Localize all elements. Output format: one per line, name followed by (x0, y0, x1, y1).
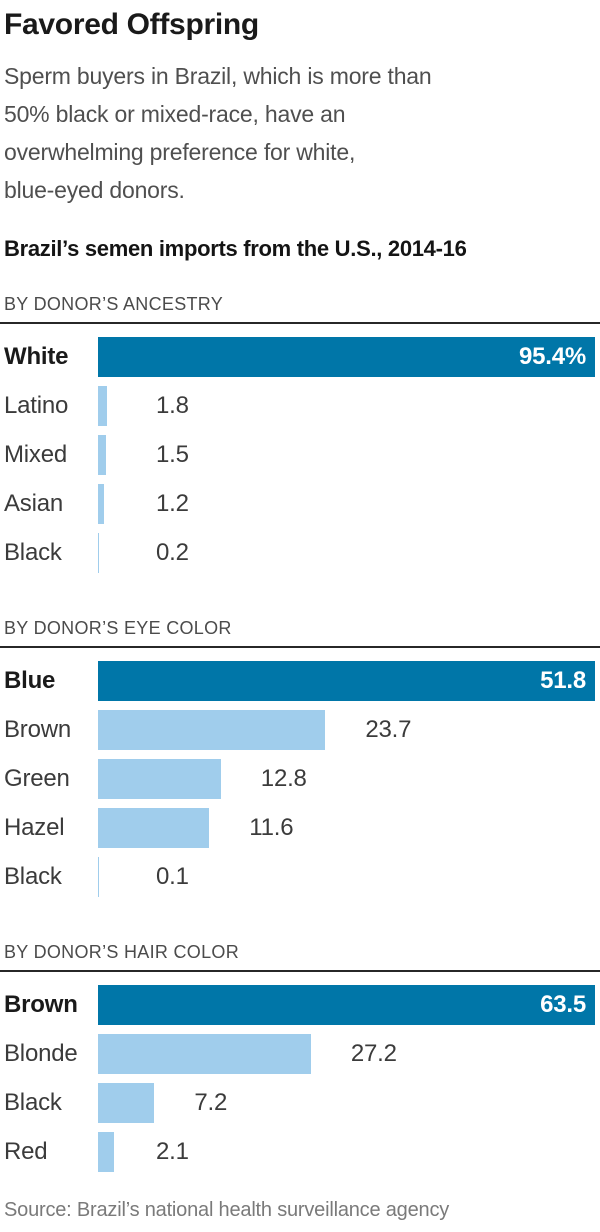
section-rule (0, 970, 600, 972)
bar-row: Black 0.1 (0, 857, 600, 897)
bar-value-label: 7.2 (194, 1089, 228, 1116)
bar-value-label: 27.2 (350, 1040, 397, 1067)
infographic: Favored Offspring Sperm buyers in Brazil… (0, 8, 600, 1232)
bar-zone: 2.1 (98, 1132, 595, 1172)
bar-category-label: Black (4, 863, 62, 890)
bar-zone: 1.8 (98, 386, 595, 426)
bar-category-label: Hazel (4, 814, 65, 841)
bar-category-label: White (4, 343, 69, 370)
bar-zone: 27.2 (98, 1034, 595, 1074)
bar-zone: 95.4% (98, 337, 595, 377)
bar-row: Brown 63.5 (0, 985, 600, 1025)
bar (98, 808, 210, 848)
bar-value-label: 12.8 (260, 765, 307, 792)
bar-row: Black 7.2 (0, 1083, 600, 1123)
bar-value-label: 1.5 (156, 441, 189, 468)
bar-value-label: 63.5 (540, 991, 586, 1018)
bar-value-label: 11.6 (249, 814, 294, 841)
bar (98, 533, 100, 573)
bar-category-label: Green (4, 765, 70, 792)
section-label: BY DONOR’S HAIR COLOR (4, 942, 240, 962)
bar-category-label: Black (4, 539, 62, 566)
bar-row: Green 12.8 (0, 759, 600, 799)
chart-section: BY DONOR’S EYE COLOR Blue 51.8 Brown 23.7 Gre… (0, 617, 600, 897)
bar-row: Red 2.1 (0, 1132, 600, 1172)
bar-zone: 63.5 (98, 985, 595, 1025)
bar-category-label: Asian (4, 490, 64, 517)
bar (98, 1083, 155, 1123)
bar (98, 857, 99, 897)
bar-zone: 7.2 (98, 1083, 595, 1123)
bar: 95.4% (98, 337, 595, 377)
bar (98, 759, 221, 799)
bar-category-label: Red (4, 1138, 48, 1165)
bar-value-label: 0.1 (156, 863, 189, 890)
bar-value-label: 1.8 (156, 392, 189, 419)
bar (98, 1034, 311, 1074)
bar-zone: 0.1 (98, 857, 595, 897)
bar-value-label: 0.2 (156, 539, 189, 566)
bar-row: Blonde 27.2 (0, 1034, 600, 1074)
bar-zone: 1.2 (98, 484, 595, 524)
description-text: Sperm buyers in Brazil, which is more th… (4, 63, 432, 203)
page-title: Favored Offspring (4, 8, 259, 41)
bar: 63.5 (98, 985, 595, 1025)
section-rule (0, 322, 600, 324)
bar-value-label: 51.8 (540, 667, 586, 694)
bar-zone: 23.7 (98, 710, 595, 750)
bar (98, 435, 106, 475)
bar-zone: 11.6 (98, 808, 595, 848)
bar-zone: 51.8 (98, 661, 595, 701)
section-rule (0, 646, 600, 648)
section-label: BY DONOR’S EYE COLOR (4, 618, 232, 638)
bar-category-label: Brown (4, 991, 78, 1018)
bar-row: Latino 1.8 (0, 386, 600, 426)
bar-row: Black 0.2 (0, 533, 600, 573)
bar-value-label: 2.1 (156, 1138, 189, 1165)
bar (98, 386, 108, 426)
bar-zone: 0.2 (98, 533, 595, 573)
bar-row: White 95.4% (0, 337, 600, 377)
bar-category-label: Mixed (4, 441, 68, 468)
chart-title: Brazil’s semen imports from the U.S., 20… (4, 236, 467, 261)
chart-section: BY DONOR’S HAIR COLOR Brown 63.5 Blonde 27.2… (0, 941, 600, 1172)
bar-category-label: Blue (4, 667, 56, 694)
bar-row: Asian 1.2 (0, 484, 600, 524)
bar (98, 710, 326, 750)
bar-row: Hazel 11.6 (0, 808, 600, 848)
bar: 51.8 (98, 661, 595, 701)
bar-category-label: Brown (4, 716, 72, 743)
bar (98, 1132, 115, 1172)
bar-zone: 1.5 (98, 435, 595, 475)
bar-chart: BY DONOR’S ANCESTRY White 95.4% Latino 1.8 Mi… (0, 293, 600, 1172)
bar-value-label: 1.2 (156, 490, 189, 517)
bar-category-label: Latino (4, 392, 69, 419)
chart-section: BY DONOR’S ANCESTRY White 95.4% Latino 1.8 Mi… (0, 293, 600, 573)
bar-row: Blue 51.8 (0, 661, 600, 701)
section-label: BY DONOR’S ANCESTRY (4, 294, 224, 314)
bar-value-label: 23.7 (365, 716, 412, 743)
bar-zone: 12.8 (98, 759, 595, 799)
bar (98, 484, 105, 524)
bar-category-label: Black (4, 1089, 62, 1116)
bar-category-label: Blonde (4, 1040, 78, 1067)
source-note: Source: Brazil’s national health surveil… (4, 1199, 450, 1221)
bar-row: Brown 23.7 (0, 710, 600, 750)
bar-value-label: 95.4% (518, 343, 586, 370)
bar-row: Mixed 1.5 (0, 435, 600, 475)
